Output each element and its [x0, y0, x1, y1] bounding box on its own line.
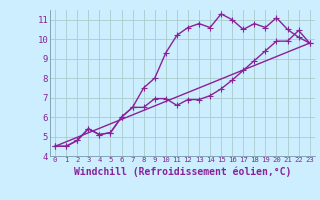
X-axis label: Windchill (Refroidissement éolien,°C): Windchill (Refroidissement éolien,°C)	[74, 166, 291, 177]
